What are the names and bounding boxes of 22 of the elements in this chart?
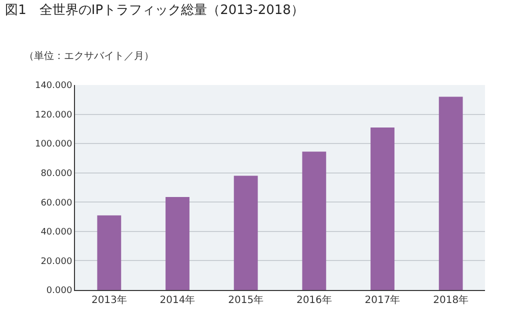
bar	[438, 96, 463, 290]
chart-title: 図1 全世界のIPトラフィック総量（2013-2018）	[5, 2, 304, 18]
x-tick-label: 2016年	[296, 294, 332, 306]
bar	[302, 152, 326, 290]
x-tick-label: 2017年	[364, 294, 400, 306]
bar	[234, 176, 258, 290]
y-tick-label: 40.000	[40, 228, 72, 238]
x-tick-label: 2018年	[433, 294, 469, 306]
y-axis-title: （単位：エクサバイト／月）	[24, 50, 154, 62]
x-tick-label: 2015年	[228, 294, 264, 306]
y-tick-label: 0.000	[46, 286, 72, 296]
x-tick-label: 2013年	[91, 294, 127, 306]
bar	[97, 215, 122, 290]
y-tick-label: 120.000	[34, 110, 72, 120]
bar	[370, 127, 394, 290]
y-tick-label: 140.000	[34, 81, 72, 92]
y-tick-label: 60.000	[40, 198, 72, 208]
x-tick-label: 2014年	[160, 294, 196, 306]
bar	[166, 197, 190, 290]
y-tick-label: 20.000	[40, 256, 72, 267]
y-tick-label: 100.000	[34, 140, 72, 150]
y-tick-label: 80.000	[40, 169, 72, 180]
